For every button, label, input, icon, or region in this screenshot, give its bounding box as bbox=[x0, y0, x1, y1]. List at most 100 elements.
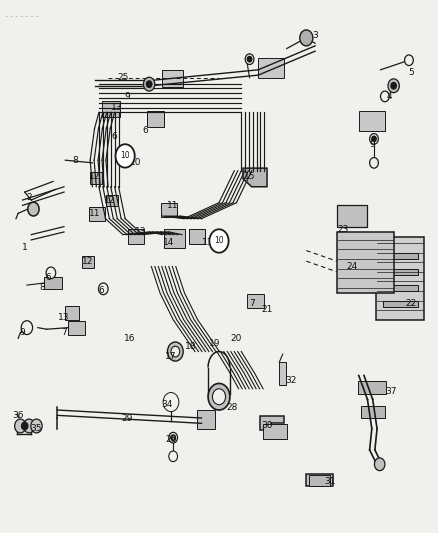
Text: 4: 4 bbox=[386, 92, 392, 101]
Text: 3: 3 bbox=[312, 31, 318, 40]
Circle shape bbox=[391, 83, 396, 89]
Bar bbox=[258, 58, 285, 78]
Bar bbox=[90, 172, 102, 183]
Circle shape bbox=[245, 54, 254, 64]
Circle shape bbox=[169, 451, 177, 462]
Bar bbox=[161, 203, 177, 216]
Circle shape bbox=[171, 346, 180, 357]
Text: – – – – – – –: – – – – – – – bbox=[5, 14, 39, 19]
Text: 6: 6 bbox=[46, 273, 52, 281]
Circle shape bbox=[300, 30, 313, 46]
Text: 10: 10 bbox=[214, 237, 224, 246]
Text: 8: 8 bbox=[39, 283, 45, 292]
Bar bbox=[197, 410, 215, 429]
Text: 8: 8 bbox=[72, 156, 78, 165]
Text: 31: 31 bbox=[325, 478, 336, 486]
Text: 37: 37 bbox=[386, 387, 397, 396]
Circle shape bbox=[405, 55, 413, 66]
Text: 6: 6 bbox=[111, 132, 117, 141]
Text: 5: 5 bbox=[408, 68, 414, 77]
Text: 6: 6 bbox=[98, 286, 104, 295]
Text: 1: 1 bbox=[22, 244, 28, 253]
Text: 13: 13 bbox=[202, 238, 214, 247]
Text: 12: 12 bbox=[89, 172, 100, 181]
Text: 26: 26 bbox=[165, 435, 177, 444]
Circle shape bbox=[168, 398, 174, 406]
Polygon shape bbox=[337, 232, 394, 293]
Circle shape bbox=[165, 395, 177, 409]
Text: 13: 13 bbox=[111, 102, 122, 111]
Circle shape bbox=[21, 321, 32, 335]
Circle shape bbox=[370, 134, 378, 144]
Text: 13: 13 bbox=[58, 312, 70, 321]
Text: 6: 6 bbox=[142, 126, 148, 135]
Bar bbox=[44, 277, 62, 289]
Circle shape bbox=[116, 144, 135, 167]
Text: 24: 24 bbox=[346, 262, 358, 271]
Circle shape bbox=[208, 383, 230, 410]
Bar bbox=[89, 207, 105, 221]
Text: 20: 20 bbox=[231, 334, 242, 343]
Bar bbox=[359, 111, 385, 131]
Text: 23: 23 bbox=[338, 225, 349, 234]
Bar bbox=[106, 195, 118, 206]
Text: 25: 25 bbox=[117, 73, 129, 82]
Bar bbox=[102, 101, 120, 117]
Text: 21: 21 bbox=[261, 304, 273, 313]
Text: 35: 35 bbox=[30, 424, 41, 433]
Polygon shape bbox=[376, 237, 424, 320]
Text: 32: 32 bbox=[285, 376, 297, 385]
Text: 11: 11 bbox=[89, 209, 100, 218]
Polygon shape bbox=[261, 416, 285, 430]
Bar bbox=[162, 70, 183, 87]
Circle shape bbox=[171, 435, 175, 440]
Text: 18: 18 bbox=[185, 342, 196, 351]
Circle shape bbox=[247, 56, 252, 62]
Text: 36: 36 bbox=[12, 411, 24, 420]
Bar bbox=[279, 362, 286, 384]
Text: 19: 19 bbox=[209, 339, 220, 348]
Circle shape bbox=[212, 389, 226, 405]
Text: 9: 9 bbox=[369, 140, 374, 149]
Circle shape bbox=[167, 342, 183, 361]
Bar bbox=[308, 475, 330, 486]
Bar bbox=[82, 256, 94, 268]
Bar bbox=[147, 111, 164, 127]
Bar bbox=[164, 229, 185, 248]
Polygon shape bbox=[243, 168, 267, 187]
Text: 9: 9 bbox=[124, 92, 130, 101]
Circle shape bbox=[14, 419, 26, 433]
Bar bbox=[68, 321, 85, 335]
Circle shape bbox=[374, 458, 385, 471]
Bar bbox=[65, 306, 79, 320]
Circle shape bbox=[147, 81, 152, 87]
Bar bbox=[383, 253, 418, 259]
Circle shape bbox=[99, 283, 108, 295]
Text: 2: 2 bbox=[26, 193, 32, 202]
Circle shape bbox=[21, 422, 28, 430]
Text: 15: 15 bbox=[244, 172, 255, 181]
Bar bbox=[383, 269, 418, 275]
Text: 13: 13 bbox=[134, 228, 146, 237]
Text: 10: 10 bbox=[120, 151, 130, 160]
Circle shape bbox=[46, 267, 56, 279]
Bar bbox=[128, 229, 144, 244]
Circle shape bbox=[23, 419, 35, 433]
Text: 29: 29 bbox=[122, 414, 133, 423]
Bar bbox=[361, 406, 385, 418]
Polygon shape bbox=[337, 205, 367, 227]
Text: 9: 9 bbox=[20, 328, 25, 337]
Text: 10: 10 bbox=[130, 158, 142, 167]
Circle shape bbox=[388, 79, 399, 93]
Bar bbox=[383, 301, 418, 307]
Text: 7: 7 bbox=[61, 328, 67, 337]
Circle shape bbox=[209, 229, 229, 253]
Bar bbox=[247, 294, 264, 308]
Text: 34: 34 bbox=[161, 400, 172, 409]
Circle shape bbox=[372, 136, 376, 142]
Circle shape bbox=[370, 158, 378, 168]
Text: 12: 12 bbox=[82, 257, 94, 265]
Text: 14: 14 bbox=[163, 238, 174, 247]
Circle shape bbox=[31, 419, 42, 433]
Text: 28: 28 bbox=[226, 403, 238, 412]
